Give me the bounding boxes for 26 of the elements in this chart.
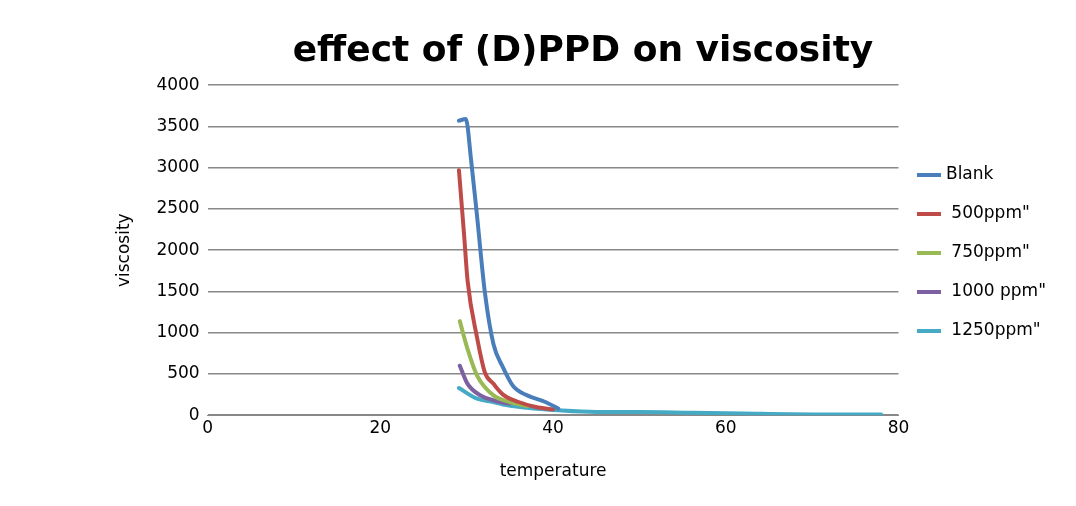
y-tick-label: 2500 xyxy=(156,197,200,218)
line-series xyxy=(456,117,561,411)
y-tick-label: 2000 xyxy=(156,238,200,259)
y-tick-label: 500 xyxy=(167,362,200,383)
y-tick-label: 3500 xyxy=(156,114,200,135)
legend-label: 750ppm" xyxy=(945,241,1030,262)
x-axis-title: temperature xyxy=(499,460,607,481)
y-tick-label: 0 xyxy=(188,403,200,424)
line-series xyxy=(457,363,512,406)
legend-label: 1250ppm" xyxy=(945,319,1041,340)
line-series xyxy=(456,168,556,412)
x-tick-label: 20 xyxy=(369,416,392,437)
chart-title: effect of (D)PPD on viscosity xyxy=(292,27,874,69)
y-axis-title: viscosity xyxy=(112,213,133,288)
legend-label: 500ppm" xyxy=(945,202,1030,223)
y-tick-label: 4000 xyxy=(156,73,200,94)
x-tick-label: 60 xyxy=(714,416,737,437)
x-tick-label: 80 xyxy=(887,416,910,437)
line-series xyxy=(457,319,530,409)
y-tick-label: 3000 xyxy=(156,156,200,177)
legend-label: 1000 ppm" xyxy=(945,280,1047,301)
x-tick-label: 40 xyxy=(542,416,564,437)
legend-label: Blank xyxy=(945,163,994,184)
x-tick-label: 0 xyxy=(202,416,214,437)
y-tick-label: 1000 xyxy=(156,321,200,342)
y-tick-label: 1500 xyxy=(156,279,200,300)
